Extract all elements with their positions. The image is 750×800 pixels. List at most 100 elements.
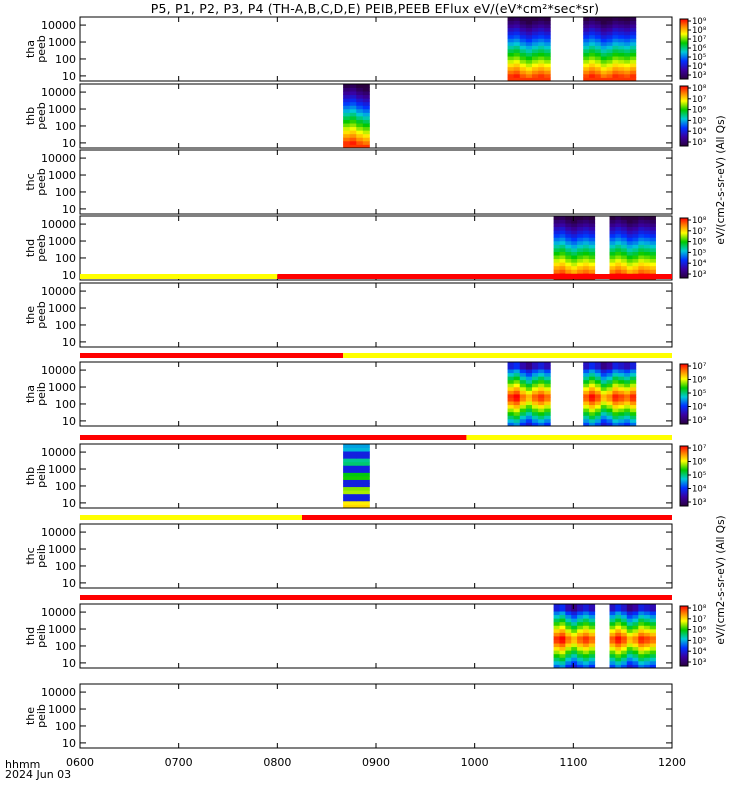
spectrogram-cell [531, 20, 539, 25]
y-tick-label: 10 [62, 336, 76, 349]
spectrogram-cell [644, 604, 651, 608]
spectrogram-cell [615, 632, 622, 637]
spectrogram-cell [609, 230, 616, 235]
spectrogram-cell [571, 226, 578, 231]
spectrogram-cell [582, 233, 590, 238]
spectrogram-cell [559, 625, 566, 630]
spectrogram-cell [632, 639, 639, 644]
spectrogram-cell [588, 258, 596, 263]
spectrogram-cell [538, 379, 545, 384]
spectrogram-cell [632, 625, 639, 630]
spectrogram-cell [507, 34, 515, 39]
spectrogram-cell [606, 408, 613, 413]
spectrogram-cell [594, 372, 602, 377]
mode-bar-segment [80, 353, 344, 358]
spectrogram-cell [362, 140, 370, 145]
colorbar-tick-label: 10³ [692, 658, 706, 668]
spectrogram-cell [629, 31, 637, 36]
spectrogram-cell [609, 240, 616, 245]
spectrogram-cell [612, 41, 619, 46]
spectrogram-cell [632, 611, 639, 616]
spectrogram-cell [525, 56, 533, 61]
spectrogram-cell [513, 365, 521, 370]
spectrogram-cell [589, 20, 596, 25]
spectrogram-cell [362, 486, 370, 491]
spectrogram-cell [525, 362, 533, 366]
spectrogram-cell [632, 226, 639, 231]
spectrogram-cell [343, 479, 351, 484]
spectrogram-cell [618, 34, 625, 39]
spectrogram-cell [343, 444, 351, 448]
spectrogram-cell [531, 418, 539, 423]
colorbar-tick-label: 10⁶ [692, 626, 707, 636]
panel-ylabel: thdpeeb [24, 234, 48, 262]
spectrogram-cell [582, 262, 590, 267]
spectrogram-cell [609, 233, 616, 238]
spectrogram-cell [583, 390, 590, 395]
spectrogram-cell [629, 415, 637, 420]
spectrogram-cell [582, 248, 590, 252]
spectrogram-cell [525, 390, 533, 395]
spectrogram-cell [507, 73, 515, 78]
spectrogram-cell [588, 636, 596, 640]
y-tick-label: 10000 [41, 285, 76, 298]
spectrogram-cell [600, 394, 607, 398]
spectrogram-cell [612, 383, 619, 388]
spectrogram-cell [618, 27, 625, 32]
spectrogram-cell [356, 483, 364, 488]
spectrogram-cell [600, 73, 607, 78]
spectrogram-cell [626, 237, 633, 242]
spectrogram-cell [538, 415, 545, 420]
spectrogram-cell [531, 369, 539, 374]
spectrogram-cell [618, 70, 625, 75]
spectrogram-cell [349, 116, 357, 120]
spectrogram-cell [621, 653, 628, 658]
spectrogram-cell [612, 49, 619, 53]
spectrogram-cell [559, 255, 566, 260]
spectrogram-cell [594, 365, 602, 370]
spectrogram-cell [362, 108, 370, 113]
spectrogram-cell [349, 504, 357, 509]
spectrogram-cell [644, 618, 651, 623]
spectrogram-cell [594, 408, 602, 413]
spectrogram-cell [644, 643, 651, 648]
spectrogram-cell [649, 258, 656, 263]
spectrogram-cell [589, 73, 596, 78]
spectrogram-interval [553, 604, 596, 669]
spectrogram-cell [356, 468, 364, 473]
spectrogram-cell [644, 639, 651, 644]
spectrogram-cell [559, 660, 566, 665]
spectrogram-cell [629, 362, 637, 366]
spectrogram-cell [343, 500, 351, 505]
spectrogram-cell [632, 219, 639, 224]
spectrogram-cell [349, 94, 357, 99]
spectrogram-cell [626, 636, 633, 640]
spectrogram-cell [362, 137, 370, 142]
date-label: 2024 Jun 03 [5, 768, 72, 781]
spectrogram-cell [582, 251, 590, 256]
spectrogram-cell [624, 376, 631, 381]
panel-frame [79, 149, 673, 215]
spectrogram-cell [618, 362, 625, 366]
spectrogram-interval [609, 604, 656, 669]
spectrogram-cell [600, 369, 607, 374]
spectrogram-cell [531, 379, 539, 384]
spectrogram-cell [609, 262, 616, 267]
spectrogram-cell [606, 24, 613, 29]
x-tick-label: 1100 [559, 756, 587, 769]
y-tick-label: 10 [62, 497, 76, 510]
spectrogram-cell [519, 52, 527, 57]
spectrogram-cell [544, 17, 551, 21]
spectrogram-cell [349, 461, 357, 466]
spectrogram-cell [531, 63, 539, 68]
spectrogram-cell [577, 618, 584, 623]
spectrogram-cell [565, 262, 572, 267]
spectrogram-cell [544, 20, 551, 25]
spectrogram-cell [600, 77, 607, 82]
spectrogram-cell [600, 31, 607, 36]
spectrogram-cell [626, 248, 633, 252]
panel-ylabel-probe: tha [24, 385, 37, 403]
spectrogram-cell [644, 233, 651, 238]
